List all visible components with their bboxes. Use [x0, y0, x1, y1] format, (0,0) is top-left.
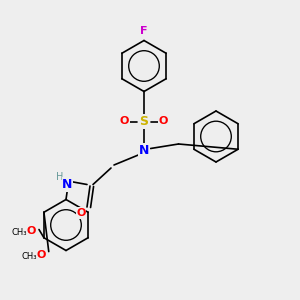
Text: O: O: [159, 116, 168, 127]
Text: H: H: [56, 172, 64, 182]
Text: O: O: [27, 226, 36, 236]
Text: CH₃: CH₃: [22, 252, 37, 261]
Text: F: F: [140, 26, 148, 37]
Text: O: O: [120, 116, 129, 127]
Text: N: N: [139, 143, 149, 157]
Text: CH₃: CH₃: [12, 228, 27, 237]
Text: O: O: [76, 208, 86, 218]
Text: N: N: [62, 178, 73, 191]
Text: S: S: [140, 115, 148, 128]
Text: O: O: [37, 250, 46, 260]
